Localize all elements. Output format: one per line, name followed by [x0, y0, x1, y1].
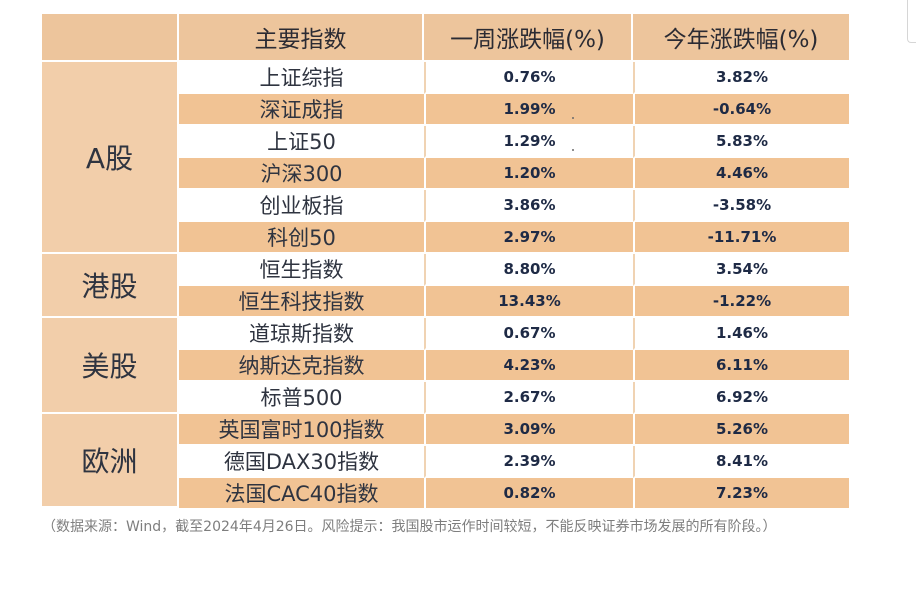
- index-name-cell: 标普500: [179, 382, 424, 414]
- weekly-change-cell: 0.67%: [424, 318, 633, 350]
- ytd-change-cell: 6.11%: [633, 350, 849, 382]
- table-row: 深证成指 1.99% -0.64%: [42, 94, 849, 126]
- table-row: A股 上证综指 0.76% 3.82%: [42, 62, 849, 254]
- table-row: 法国CAC40指数 0.82% 7.23%: [42, 478, 849, 508]
- index-name-cell: 法国CAC40指数: [179, 478, 424, 508]
- ytd-change-cell: 5.26%: [633, 414, 849, 446]
- ytd-change-cell: 4.46%: [633, 158, 849, 190]
- window-edge-tab: [907, 0, 916, 43]
- weekly-change-cell: 1.99%: [424, 94, 633, 126]
- weekly-change-cell: 0.76%: [424, 62, 633, 94]
- ytd-change-cell: 1.46%: [633, 318, 849, 350]
- index-name-cell: 德国DAX30指数: [179, 446, 424, 478]
- ytd-change-cell: 8.41%: [633, 446, 849, 478]
- index-name-cell: 道琼斯指数: [179, 318, 424, 350]
- index-performance-table: 主要指数 一周涨跌幅(%) 今年涨跌幅(%) A股 上证综指 0.76% 3.82% 深…: [42, 14, 849, 508]
- weekly-change-cell: 8.80%: [424, 254, 633, 286]
- ytd-change-cell: 5.83%: [633, 126, 849, 158]
- region-label: 港股: [42, 254, 179, 318]
- table-row: 沪深300 1.20% 4.46%: [42, 158, 849, 190]
- table-row: 纳斯达克指数 4.23% 6.11%: [42, 350, 849, 382]
- region-label: 美股: [42, 318, 179, 414]
- weekly-change-cell: 2.67%: [424, 382, 633, 414]
- index-name-cell: 沪深300: [179, 158, 424, 190]
- weekly-change-cell: 4.23%: [424, 350, 633, 382]
- index-name-cell: 创业板指: [179, 190, 424, 222]
- index-name-cell: 恒生指数: [179, 254, 424, 286]
- weekly-change-cell: 2.39%: [424, 446, 633, 478]
- index-name-cell: 上证50: [179, 126, 424, 158]
- weekly-change-cell: 3.09%: [424, 414, 633, 446]
- index-name-cell: 恒生科技指数: [179, 286, 424, 318]
- image-speck: [572, 149, 574, 151]
- table-row: 港股 恒生指数 8.80% 3.54%: [42, 254, 849, 318]
- weekly-change-cell: 3.86%: [424, 190, 633, 222]
- weekly-change-cell: 1.29%: [424, 126, 633, 158]
- table-row: 欧洲 英国富时100指数 3.09% 5.26%: [42, 414, 849, 508]
- ytd-change-cell: 7.23%: [633, 478, 849, 508]
- ytd-change-cell: 3.54%: [633, 254, 849, 286]
- ytd-change-cell: 3.82%: [633, 62, 849, 94]
- weekly-change-cell: 0.82%: [424, 478, 633, 508]
- table-row: 科创50 2.97% -11.71%: [42, 222, 849, 254]
- table-row: 恒生科技指数 13.43% -1.22%: [42, 286, 849, 318]
- table-row: 上证50 1.29% 5.83%: [42, 126, 849, 158]
- index-performance-table-image: 主要指数 一周涨跌幅(%) 今年涨跌幅(%) A股 上证综指 0.76% 3.82% 深…: [42, 14, 849, 508]
- table-row: 美股 道琼斯指数 0.67% 1.46%: [42, 318, 849, 414]
- table-body: A股 上证综指 0.76% 3.82% 深证成指 1.99% -0.64% 上证50 1.29%…: [42, 62, 849, 508]
- index-name-cell: 上证综指: [179, 62, 424, 94]
- header-ytd-change: 今年涨跌幅(%): [633, 14, 849, 62]
- header-region: [42, 14, 179, 62]
- table-row: 标普500 2.67% 6.92%: [42, 382, 849, 414]
- ytd-change-cell: -0.64%: [633, 94, 849, 126]
- weekly-change-cell: 13.43%: [424, 286, 633, 318]
- image-speck: [572, 117, 574, 119]
- index-name-cell: 科创50: [179, 222, 424, 254]
- table-row: 创业板指 3.86% -3.58%: [42, 190, 849, 222]
- table-row: 德国DAX30指数 2.39% 8.41%: [42, 446, 849, 478]
- ytd-change-cell: -1.22%: [633, 286, 849, 318]
- region-label: 欧洲: [42, 414, 179, 508]
- header-weekly-change: 一周涨跌幅(%): [424, 14, 633, 62]
- index-name-cell: 英国富时100指数: [179, 414, 424, 446]
- ytd-change-cell: -3.58%: [633, 190, 849, 222]
- ytd-change-cell: 6.92%: [633, 382, 849, 414]
- index-name-cell: 深证成指: [179, 94, 424, 126]
- weekly-change-cell: 2.97%: [424, 222, 633, 254]
- header-index-name: 主要指数: [179, 14, 424, 62]
- weekly-change-cell: 1.20%: [424, 158, 633, 190]
- data-source-footnote: （数据来源：Wind，截至2024年4月26日。风险提示：我国股市运作时间较短，…: [42, 519, 777, 535]
- ytd-change-cell: -11.71%: [633, 222, 849, 254]
- index-name-cell: 纳斯达克指数: [179, 350, 424, 382]
- table-header-row: 主要指数 一周涨跌幅(%) 今年涨跌幅(%): [42, 14, 849, 62]
- region-label: A股: [42, 62, 179, 254]
